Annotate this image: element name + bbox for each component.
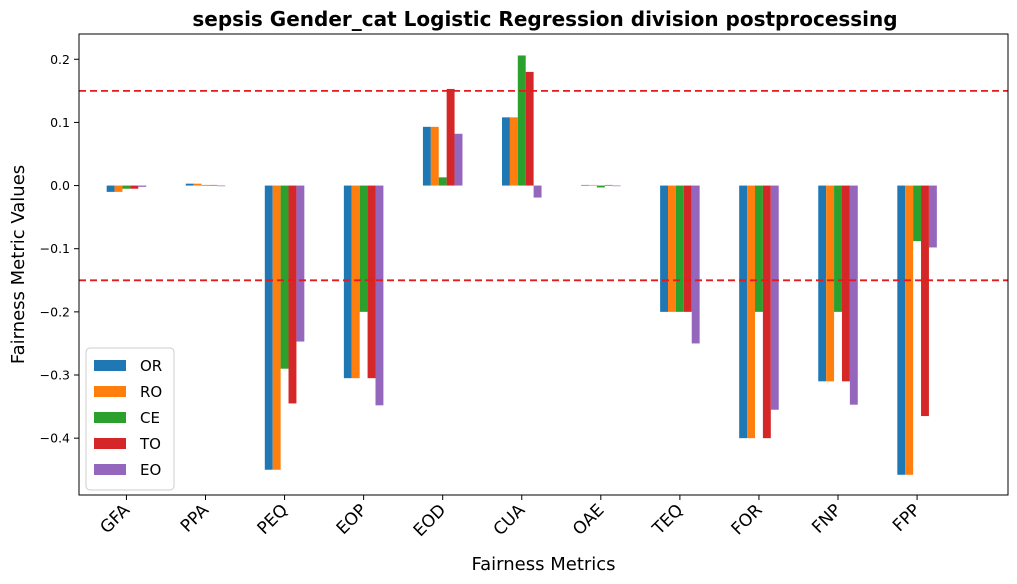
- x-tick-label-fnp: FNP: [808, 500, 845, 537]
- bar-or-eod: [422, 126, 431, 186]
- bar-ce-gfa: [122, 185, 131, 189]
- bar-to-eop: [367, 185, 376, 379]
- threshold-lines: [79, 89, 1008, 282]
- x-tick-label-eop: EOP: [333, 500, 371, 538]
- x-tick-label-eod: EOD: [410, 500, 450, 540]
- legend-label-ce: CE: [140, 409, 160, 427]
- bar-eo-fnp: [849, 185, 858, 405]
- bar-ce-eop: [359, 185, 368, 312]
- bar-ce-fpp: [913, 185, 922, 242]
- bar-or-peq: [264, 185, 273, 470]
- x-tick-label-peq: PEQ: [254, 500, 292, 538]
- bar-to-oae: [604, 184, 613, 186]
- bar-ce-cua: [517, 55, 526, 186]
- bar-to-for: [762, 185, 771, 439]
- legend-swatch-ce: [94, 412, 126, 423]
- y-tick-label: −0.1: [40, 241, 70, 256]
- legend-box: [85, 347, 175, 491]
- bar-to-fnp: [841, 185, 850, 382]
- bar-ro-gfa: [114, 185, 123, 192]
- y-tick-label: −0.2: [40, 304, 70, 319]
- bar-ce-fnp: [834, 185, 842, 312]
- x-tick-label-cua: CUA: [490, 500, 530, 540]
- bar-eo-ppa: [217, 185, 226, 187]
- bar-or-fpp: [897, 185, 906, 475]
- x-axis-label: Fairness Metrics: [471, 554, 615, 575]
- legend-label-ro: RO: [140, 383, 162, 401]
- bar-ro-oae: [588, 184, 597, 186]
- bar-or-eop: [343, 185, 352, 379]
- bar-ce-peq: [280, 185, 289, 369]
- bar-to-ppa: [209, 184, 218, 186]
- bar-ro-eod: [430, 126, 439, 186]
- bar-ro-eop: [351, 185, 360, 379]
- bar-eo-cua: [533, 185, 542, 198]
- bar-eo-teq: [691, 185, 700, 344]
- bar-ro-fnp: [826, 185, 835, 382]
- bar-eo-eop: [375, 185, 384, 406]
- y-tick-label: −0.4: [40, 431, 70, 446]
- bar-eo-peq: [296, 185, 305, 342]
- bar-ce-eod: [438, 177, 447, 186]
- x-tick-label-ppa: PPA: [177, 500, 213, 536]
- bar-or-fnp: [818, 185, 827, 382]
- y-tick-label: 0.1: [50, 115, 70, 130]
- bar-ro-teq: [668, 185, 676, 312]
- x-tick-label-teq: TEQ: [648, 500, 687, 539]
- bar-to-fpp: [921, 185, 929, 417]
- legend-swatch-eo: [94, 464, 126, 475]
- legend-swatch-ro: [94, 386, 126, 397]
- legend-label-to: TO: [139, 435, 161, 453]
- y-tick-label: 0.0: [50, 178, 70, 193]
- legend: OR RO CE TO EO: [85, 347, 175, 491]
- legend-label-eo: EO: [140, 461, 161, 479]
- y-axis: −0.4 −0.3 −0.2 −0.1 0.0 0.1 0.2: [40, 52, 79, 446]
- bar-or-ppa: [185, 183, 194, 186]
- bar-to-cua: [525, 71, 534, 186]
- chart-title: sepsis Gender_cat Logistic Regression di…: [192, 7, 897, 31]
- bar-ce-teq: [675, 185, 684, 312]
- bar-or-cua: [501, 117, 510, 186]
- x-tick-label-for: FOR: [728, 500, 767, 539]
- bar-to-teq: [683, 185, 692, 312]
- x-tick-label-gfa: GFA: [96, 500, 134, 538]
- y-tick-label: 0.2: [50, 52, 70, 67]
- bar-or-gfa: [106, 185, 115, 192]
- bar-ro-ppa: [193, 183, 202, 186]
- y-tick-label: −0.3: [40, 368, 70, 383]
- bar-ro-fpp: [905, 185, 914, 475]
- y-axis-label: Fairness Metric Values: [8, 165, 29, 364]
- legend-label-or: OR: [140, 357, 162, 375]
- x-axis: GFA PPA PEQ EOP EOD CUA OAE TEQ FOR FNP FPP: [96, 495, 925, 541]
- bar-eo-eod: [454, 133, 463, 186]
- bar-to-gfa: [130, 185, 139, 189]
- bar-or-oae: [581, 184, 589, 186]
- legend-swatch-to: [94, 438, 126, 449]
- plot-frame: [78, 33, 1009, 496]
- x-tick-label-oae: OAE: [569, 500, 608, 539]
- bar-ce-ppa: [201, 184, 210, 186]
- bar-or-teq: [660, 185, 669, 312]
- bar-ro-for: [747, 185, 755, 439]
- bar-eo-fpp: [928, 185, 937, 248]
- bar-eo-oae: [612, 185, 621, 187]
- x-tick-label-fpp: FPP: [889, 500, 925, 536]
- bar-ce-oae: [596, 185, 605, 188]
- bar-to-peq: [288, 185, 297, 404]
- bar-eo-gfa: [138, 185, 147, 187]
- bar-to-eod: [446, 88, 455, 186]
- bar-or-for: [739, 185, 748, 439]
- legend-swatch-or: [94, 360, 126, 371]
- bar-ro-cua: [509, 117, 518, 186]
- bar-ce-for: [755, 185, 763, 312]
- bar-ro-peq: [272, 185, 281, 470]
- bars-group: [106, 55, 937, 475]
- bar-eo-for: [770, 185, 779, 410]
